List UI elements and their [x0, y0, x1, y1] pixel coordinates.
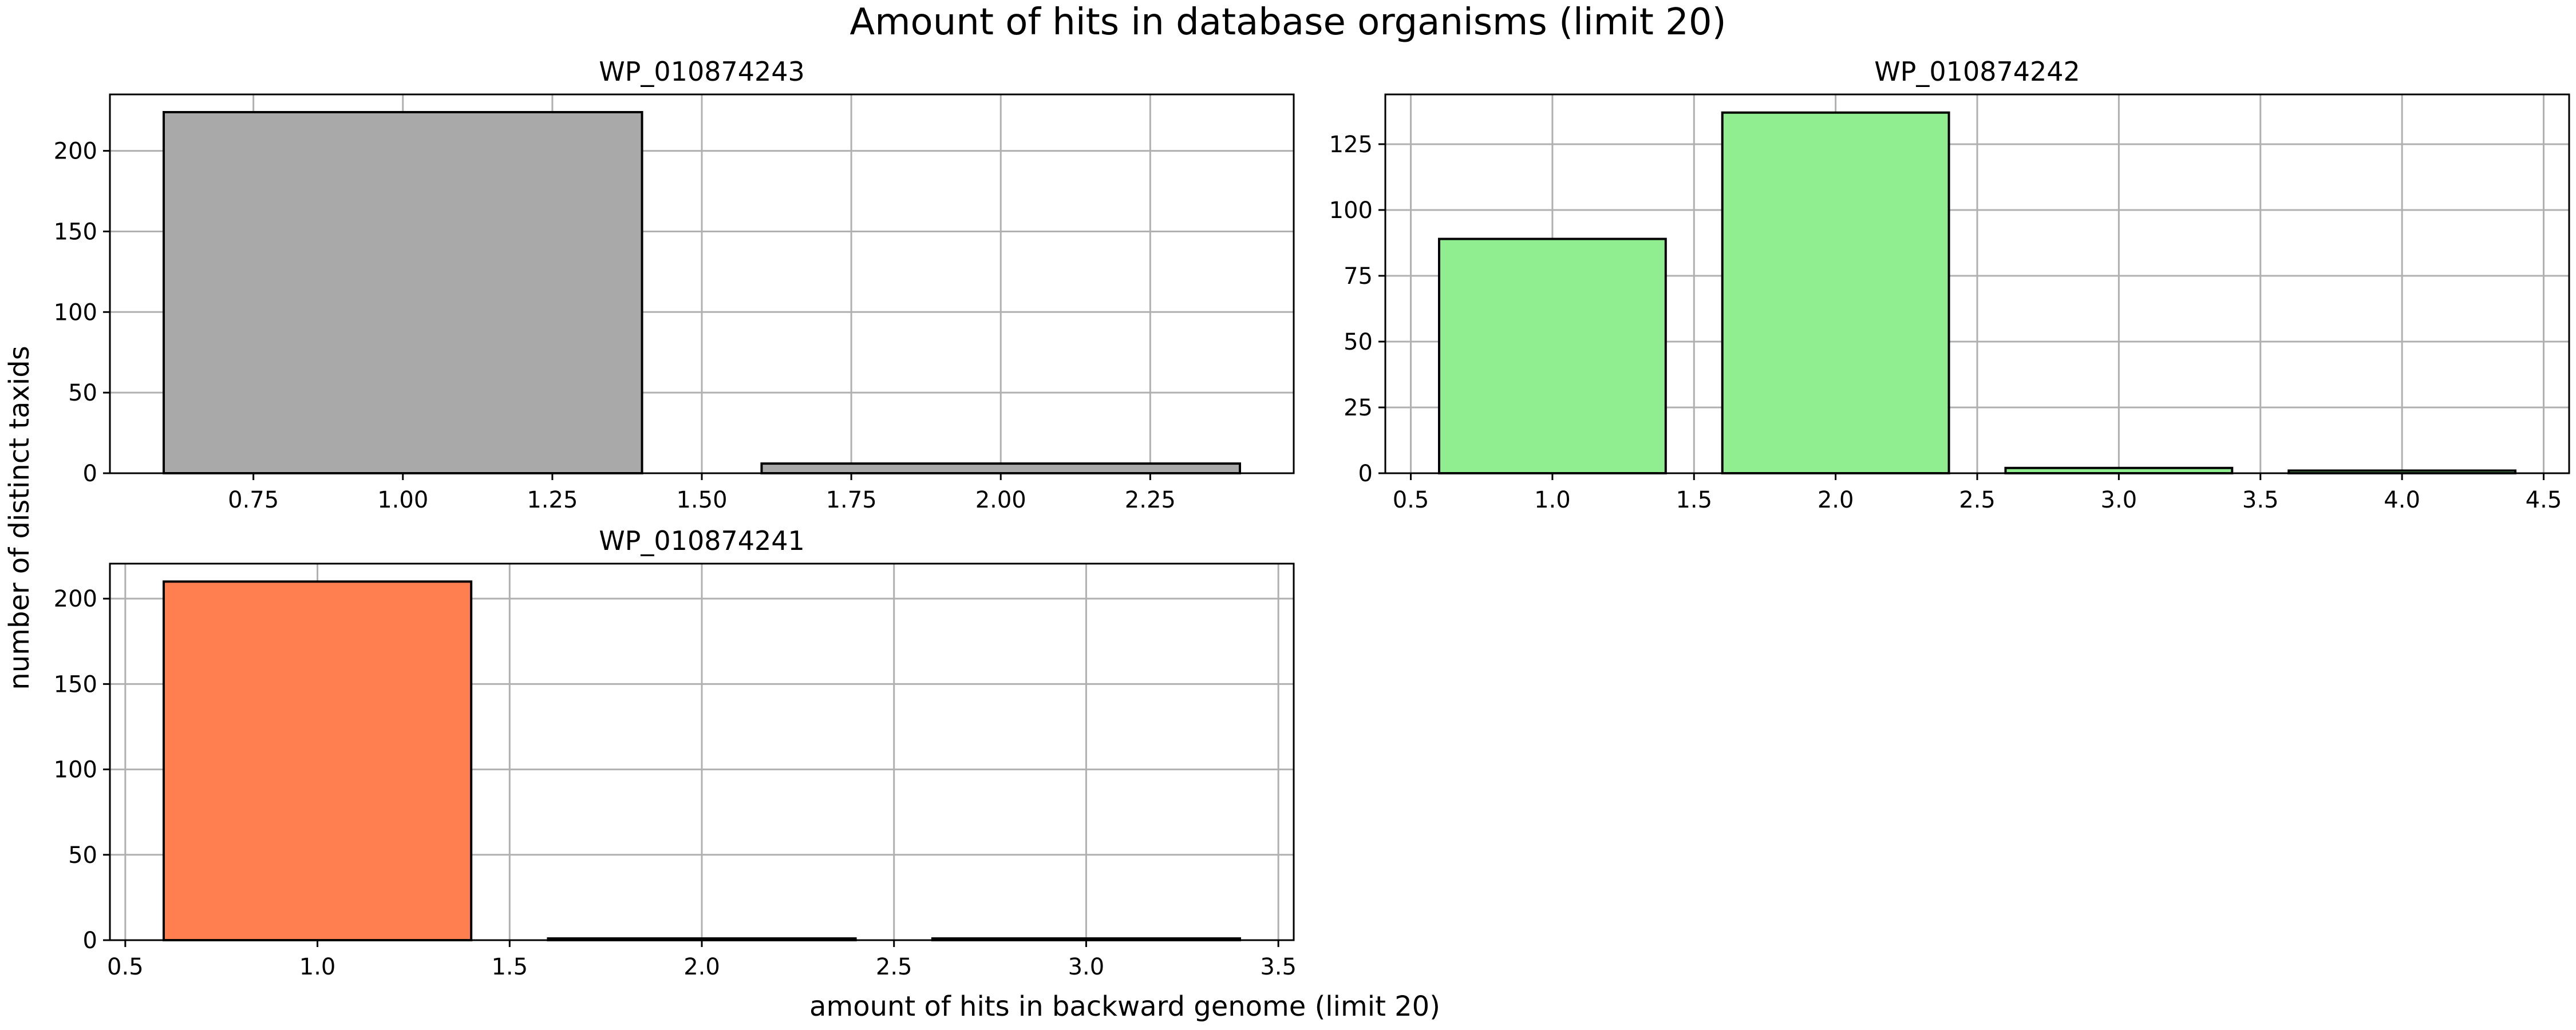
figure-ylabel: number of distinct taxids: [3, 346, 35, 690]
x-tick-label: 1.50: [676, 487, 727, 513]
x-tick-label: 1.75: [826, 487, 877, 513]
y-tick-label: 50: [1344, 329, 1373, 355]
y-tick-label: 75: [1344, 263, 1373, 290]
y-tick-label: 0: [83, 928, 97, 954]
subplot-title: WP_010874243: [599, 56, 805, 87]
bar-2: [1721, 111, 1950, 475]
y-tick-label: 25: [1344, 395, 1373, 421]
y-tick-label: 0: [83, 461, 97, 487]
y-tick-label: 100: [54, 757, 97, 783]
y-tick-label: 50: [68, 842, 97, 869]
bar-1: [163, 580, 473, 941]
subplot-panels: 0.75 1.00 1.25 1.50 1.75 2.00 2.25050100150200…: [54, 56, 2570, 980]
subplot-title: WP_010874241: [599, 525, 805, 556]
x-tick-label: 2.0: [1818, 487, 1854, 513]
x-tick-label: 1.25: [527, 487, 578, 513]
x-tick-label: 0.5: [107, 954, 144, 980]
x-tick-label: 1.0: [299, 954, 336, 980]
y-tick-label: 150: [54, 671, 97, 698]
x-tick-label: 2.25: [1125, 487, 1176, 513]
x-tick-label: 4.5: [2526, 487, 2562, 513]
x-tick-label: 1.0: [1534, 487, 1571, 513]
x-tick-label: 3.5: [2242, 487, 2279, 513]
y-tick-label: 100: [54, 299, 97, 326]
x-tick-label: 3.0: [1068, 954, 1105, 980]
bar-2: [760, 462, 1241, 475]
x-tick-label: 2.5: [1959, 487, 1996, 513]
subplot-3: 0.5 1.0 1.5 2.0 2.5 3.0 3.5 0 50 100 150 200 WP_0108…: [54, 525, 1297, 980]
subplot-title: WP_010874242: [1874, 56, 2080, 87]
y-tick-label: 200: [54, 138, 97, 165]
y-tick-label: 200: [54, 586, 97, 612]
subplot-1: 0.75 1.00 1.25 1.50 1.75 2.00 2.25 0 50 100 150 200…: [54, 56, 1295, 513]
x-tick-label: 4.0: [2384, 487, 2420, 513]
y-tick-label: 0: [1358, 461, 1373, 487]
bar-1: [1438, 237, 1667, 474]
x-tick-label: 0.75: [228, 487, 279, 513]
figure-suptitle: Amount of hits in database organisms (li…: [850, 1, 1726, 43]
x-tick-label: 3.5: [1260, 954, 1297, 980]
y-tick-label: 100: [1329, 197, 1373, 224]
x-tick-label: 2.00: [975, 487, 1026, 513]
y-tick-label: 125: [1329, 132, 1373, 158]
x-tick-label: 1.5: [1676, 487, 1712, 513]
bar-1: [163, 110, 643, 474]
y-tick-label: 150: [54, 219, 97, 245]
figure-xlabel: amount of hits in backward genome (limit…: [809, 991, 1440, 1023]
x-tick-label: 2.5: [876, 954, 912, 980]
x-tick-label: 0.5: [1393, 487, 1429, 513]
x-tick-label: 2.0: [683, 954, 720, 980]
x-tick-label: 1.00: [377, 487, 428, 513]
x-tick-label: 1.5: [491, 954, 528, 980]
y-tick-label: 50: [68, 380, 97, 406]
x-tick-label: 3.0: [2101, 487, 2138, 513]
subplot-2: 0.5 1.0 1.5 2.0 2.5 3.0 3.5 4.0 4.5 0 25 50 75 100 125…: [1329, 56, 2570, 513]
